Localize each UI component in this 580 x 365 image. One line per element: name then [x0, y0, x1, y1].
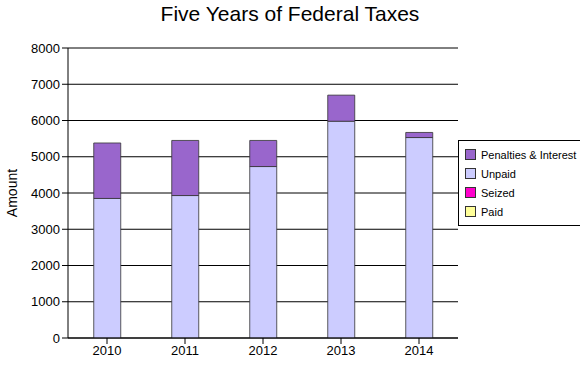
- svg-text:1000: 1000: [31, 294, 60, 309]
- svg-text:2013: 2013: [327, 343, 356, 358]
- svg-text:5000: 5000: [31, 149, 60, 164]
- svg-text:2010: 2010: [93, 343, 122, 358]
- svg-text:6000: 6000: [31, 113, 60, 128]
- svg-text:2014: 2014: [405, 343, 434, 358]
- html-text:Unpaid: Unpaid: [481, 167, 516, 180]
- svg-text:0: 0: [53, 331, 60, 346]
- svg-text:Amount: Amount: [8, 169, 20, 217]
- svg-text:7000: 7000: [31, 77, 60, 92]
- svg-text:3000: 3000: [31, 222, 60, 237]
- svg-text:2012: 2012: [249, 343, 278, 358]
- html-text:Penalties & Interest: Penalties & Interest: [481, 148, 577, 161]
- svg-text:8000: 8000: [31, 41, 60, 56]
- svg-text:2000: 2000: [31, 258, 60, 273]
- html-text:Seized: Seized: [481, 186, 515, 199]
- svg-text:4000: 4000: [31, 186, 60, 201]
- html-text:Paid: Paid: [481, 205, 503, 218]
- svg-text:2011: 2011: [171, 343, 199, 358]
- html-text:Five Years of Federal Taxes: Five Years of Federal Taxes: [160, 2, 420, 25]
